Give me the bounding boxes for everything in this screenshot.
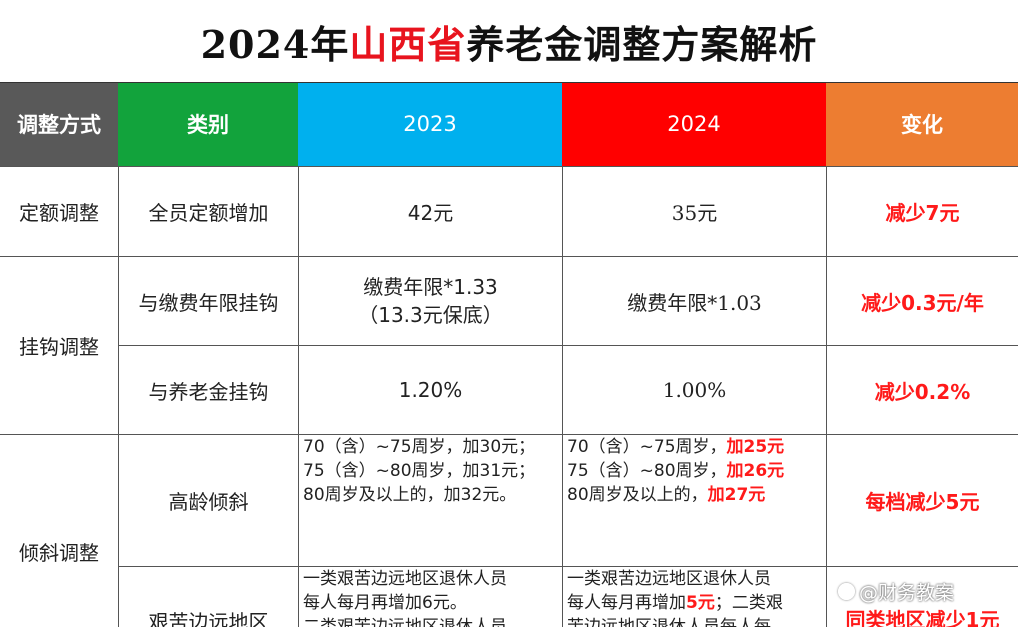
elderly-2023-line1: 70（含）~75周岁，加30元；	[303, 437, 536, 457]
title-province: 山西省	[349, 21, 467, 67]
grid-line	[118, 166, 119, 627]
elderly-2024-line2-text: 75（含）~80周岁，	[567, 461, 727, 481]
elderly-category: 高龄倾斜	[168, 490, 249, 514]
grid-line	[562, 166, 563, 627]
elderly-2024-line3-amount: 加27元	[707, 485, 766, 505]
linked-pension-2023: 1.20%	[398, 378, 463, 402]
header-2023: 2023	[298, 82, 562, 166]
remote-2023-line1: 一类艰苦边远地区退休人员	[303, 569, 507, 589]
title-suffix: 养老金调整方案解析	[466, 21, 818, 67]
linked-pension-2024: 1.00%	[662, 378, 727, 402]
title-prefix: 2024年	[200, 21, 350, 67]
header-method: 调整方式	[0, 82, 118, 166]
remote-2024-line2-text: 每人每月再增加	[567, 593, 686, 613]
remote-2023: 一类艰苦边远地区退休人员 每人每月再增加6元。 二类艰苦边远地区退休人员	[299, 567, 562, 627]
linked-years-change: 减少0.3元/年	[861, 290, 984, 315]
grid-line	[0, 82, 1018, 83]
grid-line	[118, 566, 1018, 567]
fixed-change: 减少7元	[885, 201, 960, 225]
remote-2023-line3: 二类艰苦边远地区退休人员	[303, 617, 507, 627]
fixed-2023: 42元	[407, 201, 454, 225]
page-title: 2024年 山西省 养老金调整方案解析	[0, 0, 1018, 82]
elderly-2024-line1: 70（含）~75周岁，加25元	[567, 435, 784, 459]
header-2024: 2024	[562, 82, 826, 166]
elderly-2023-line3: 80周岁及以上的，加32元。	[303, 485, 517, 505]
watermark-logo-icon	[838, 583, 855, 600]
header-2024-label: 2024	[667, 112, 721, 136]
elderly-2024-line1-text: 70（含）~75周岁，	[567, 437, 727, 457]
elderly-2023: 70（含）~75周岁，加30元； 75（含）~80周岁，加31元； 80周岁及以…	[299, 435, 562, 566]
linked-method: 挂钩调整	[19, 335, 99, 359]
remote-2024: 一类艰苦边远地区退休人员 每人每月再增加5元；二类艰 苦边远地区退休人员每人每	[563, 567, 826, 627]
linked-years-2023-line2: （13.3元保底）	[358, 303, 503, 327]
header-change-label: 变化	[901, 113, 943, 137]
header-change: 变化	[826, 82, 1018, 166]
header-category: 类别	[118, 82, 298, 166]
linked-years-2024: 缴费年限*1.03	[627, 290, 762, 315]
grid-line	[118, 345, 1018, 346]
fixed-2024: 35元	[671, 201, 718, 225]
elderly-2024-line1-amount: 加25元	[726, 437, 785, 457]
remote-2024-line2: 每人每月再增加5元；二类艰	[567, 591, 783, 615]
tilt-method: 倾斜调整	[19, 540, 99, 565]
grid-line	[0, 166, 1018, 167]
grid-line	[0, 256, 1018, 257]
watermark-text: @财务教案	[859, 582, 955, 604]
watermark: @财务教案	[838, 578, 954, 605]
remote-change: 同类地区减少1元	[827, 567, 1018, 627]
header-category-label: 类别	[187, 113, 229, 137]
elderly-2024-line2-amount: 加26元	[726, 461, 785, 481]
remote-2023-line2: 每人每月再增加6元。	[303, 593, 467, 613]
header-method-label: 调整方式	[17, 113, 101, 137]
elderly-2024-line2: 75（含）~80周岁，加26元	[567, 459, 784, 483]
elderly-change: 每档减少5元	[865, 490, 980, 514]
grid-line	[0, 434, 1018, 435]
linked-pension-change: 减少0.2%	[874, 379, 971, 404]
header-2023-label: 2023	[403, 112, 457, 136]
remote-category-label: 艰苦边远地区	[148, 610, 269, 627]
elderly-2024: 70（含）~75周岁，加25元 75（含）~80周岁，加26元 80周岁及以上的…	[563, 435, 826, 566]
fixed-category: 全员定额增加	[148, 201, 269, 225]
grid-line	[298, 166, 299, 627]
linked-pension-category: 与养老金挂钩	[148, 379, 269, 404]
elderly-2023-line2: 75（含）~80周岁，加31元；	[303, 461, 536, 481]
linked-years-category: 与缴费年限挂钩	[138, 290, 279, 315]
elderly-2024-line3: 80周岁及以上的，加27元	[567, 483, 765, 507]
remote-2024-line3: 苦边远地区退休人员每人每	[567, 617, 771, 627]
remote-change-label: 同类地区减少1元	[845, 608, 1000, 627]
linked-years-2023-line1: 缴费年限*1.33	[363, 275, 498, 299]
elderly-2024-line3-text: 80周岁及以上的，	[567, 485, 708, 505]
remote-category: 艰苦边远地区	[119, 567, 298, 627]
remote-2024-line1: 一类艰苦边远地区退休人员	[567, 569, 771, 589]
grid-line	[826, 166, 827, 627]
remote-2024-line2-tail: ；二类艰	[714, 593, 783, 613]
remote-2024-line2-amount: 5元	[686, 593, 715, 613]
fixed-method: 定额调整	[19, 201, 99, 225]
linked-years-2023: 缴费年限*1.33 （13.3元保底）	[299, 257, 562, 345]
